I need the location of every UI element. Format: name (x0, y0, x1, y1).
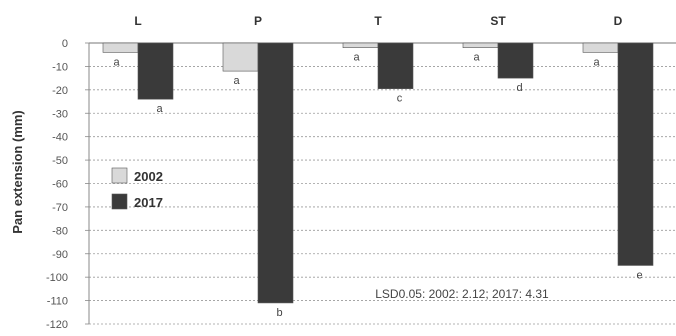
legend-label-2002: 2002 (134, 169, 163, 184)
y-tick-label: -100 (46, 272, 68, 284)
y-tick-label: -20 (52, 85, 68, 97)
significance-letter: b (276, 307, 282, 319)
significance-letter: a (473, 52, 480, 64)
significance-letter: e (636, 269, 642, 281)
legend-label-2017: 2017 (134, 195, 163, 210)
significance-letter: c (397, 93, 403, 105)
legend-swatch-2002 (111, 167, 128, 184)
y-tick-label: -110 (47, 296, 68, 308)
bar-2017-ST (497, 42, 534, 79)
bar-2017-D (617, 42, 654, 266)
y-tick-label: -30 (52, 108, 68, 120)
y-tick-label: 0 (62, 38, 68, 50)
legend: 2002 2017 (111, 167, 163, 210)
significance-letter: a (113, 56, 120, 68)
y-tick-label: -60 (52, 179, 68, 191)
y-tick-label: -90 (52, 249, 68, 261)
bar-2002-T (342, 42, 379, 48)
significance-letters: a a a b a c a d a e (113, 52, 642, 319)
bar-2002-L (102, 42, 139, 53)
bar-2002-D (582, 42, 619, 53)
y-tick-label: -70 (52, 202, 68, 214)
significance-letter: d (516, 82, 522, 94)
category-label: L (134, 14, 141, 28)
bar-2017-L (137, 42, 174, 100)
significance-letter: a (233, 75, 240, 87)
bar-2017-P (257, 42, 294, 304)
legend-swatch-2017 (111, 193, 128, 210)
y-axis-label: Pan extension (mm) (10, 110, 25, 234)
significance-letter: a (593, 56, 600, 68)
y-tick-label: -10 (52, 61, 68, 73)
significance-letter: a (156, 103, 163, 115)
y-tick-label: -80 (52, 225, 68, 237)
category-label: ST (490, 14, 506, 28)
bar-2002-P (222, 42, 259, 72)
y-tick-label: -40 (52, 132, 68, 144)
bars (102, 42, 654, 304)
category-label: P (254, 14, 262, 28)
category-label: D (614, 14, 623, 28)
significance-letter: a (353, 52, 360, 64)
category-labels: L P T ST D (134, 14, 622, 28)
y-tick-label: -120 (46, 319, 68, 331)
bar-2002-ST (462, 42, 499, 48)
y-axis: 0 -10 -20 -30 -40 -50 -60 -70 -80 -90 -100 -110 -120 (46, 38, 90, 331)
bar-2017-T (377, 42, 414, 89)
category-label: T (374, 14, 382, 28)
lsd-annotation: LSD0.05: 2002: 2.12; 2017: 4.31 (375, 287, 549, 301)
y-tick-label: -50 (52, 155, 68, 167)
